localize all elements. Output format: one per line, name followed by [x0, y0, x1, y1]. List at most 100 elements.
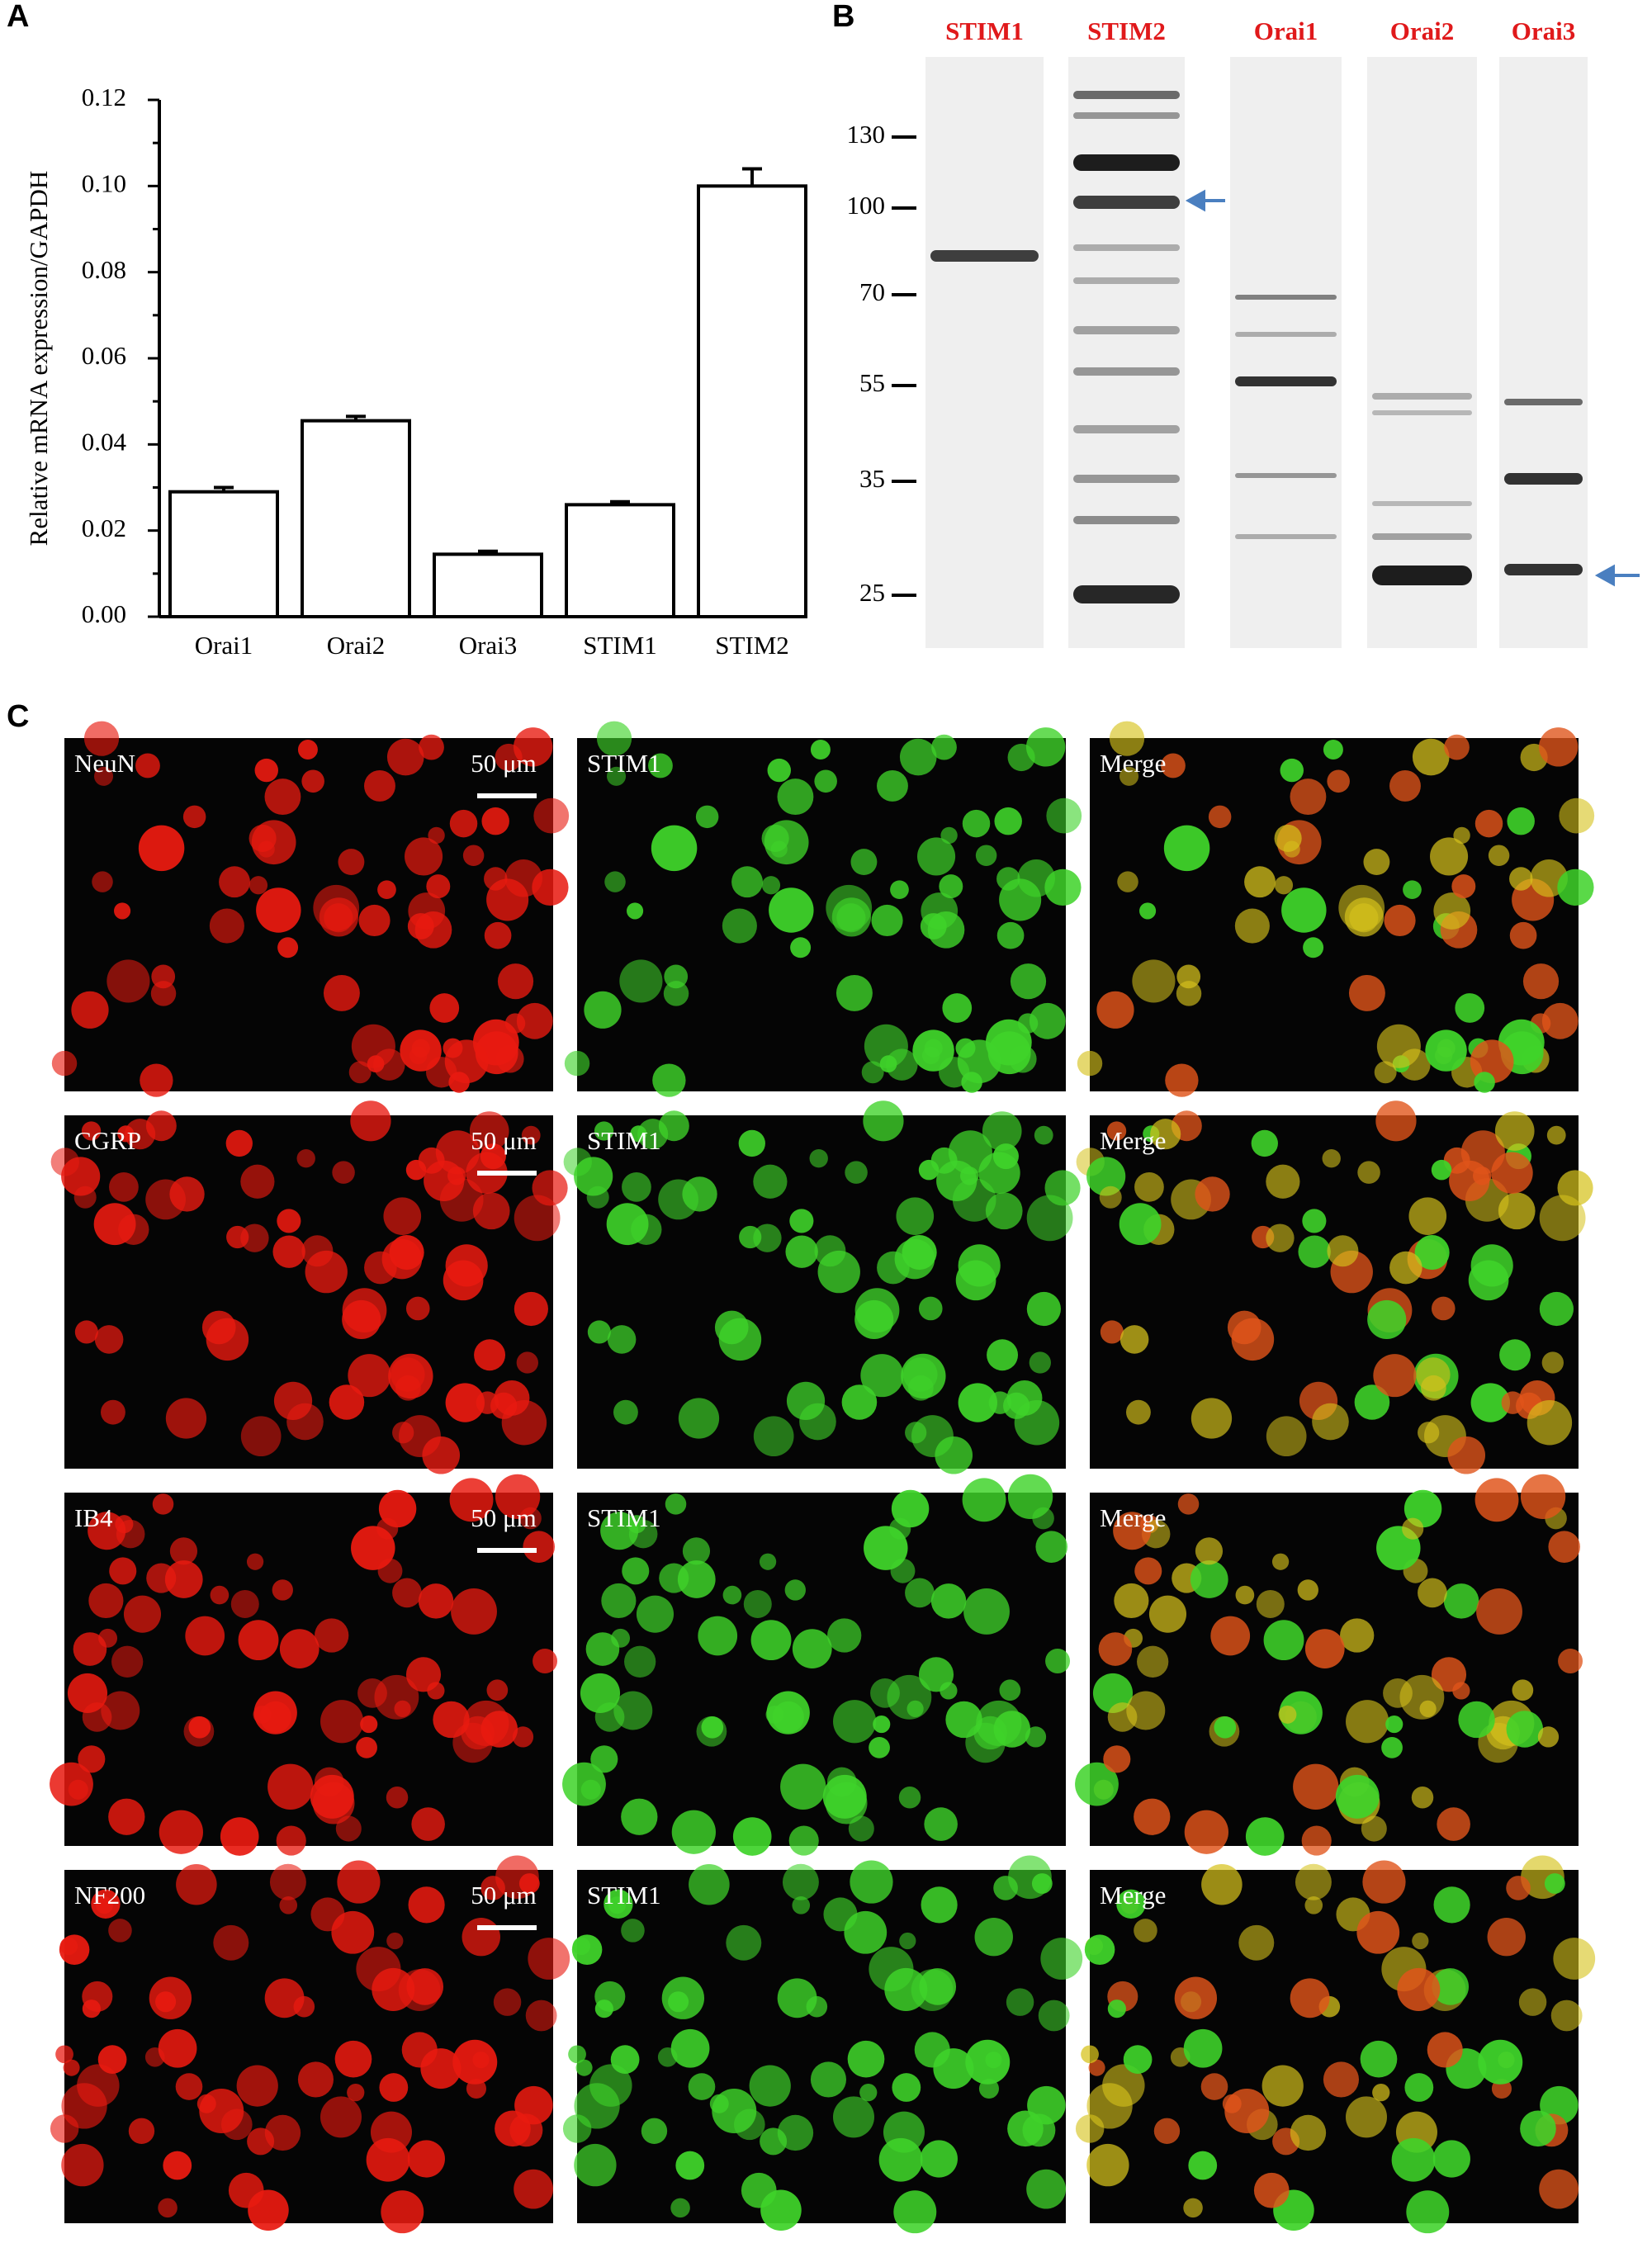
cell — [1406, 2190, 1450, 2234]
cell — [1455, 993, 1485, 1023]
cell — [1501, 1391, 1525, 1414]
cell — [670, 2198, 690, 2218]
cell — [533, 797, 570, 834]
cell — [1376, 1024, 1421, 1068]
cell — [230, 1589, 259, 1618]
cell — [621, 1919, 645, 1943]
y-tick-label: 0.00 — [82, 599, 126, 628]
cell — [1084, 1934, 1115, 1965]
cell — [1031, 1873, 1053, 1894]
cell — [188, 1716, 211, 1739]
cell — [833, 1700, 877, 1744]
cell — [1538, 727, 1579, 767]
cell — [88, 1512, 126, 1550]
cell — [1007, 1474, 1053, 1520]
cell — [827, 1618, 862, 1653]
cell — [1035, 1531, 1067, 1563]
cell — [792, 1629, 832, 1668]
cell — [225, 1129, 253, 1157]
cell — [1357, 1161, 1380, 1184]
cell — [1290, 1978, 1330, 2018]
cell — [665, 1493, 687, 1515]
cell — [978, 1152, 1020, 1194]
cell — [678, 1398, 720, 1439]
cell — [74, 1320, 98, 1344]
cell — [770, 840, 788, 858]
cell — [277, 1209, 301, 1233]
cell — [310, 1774, 354, 1819]
cell — [1256, 1589, 1285, 1618]
cell — [661, 1976, 705, 2019]
cell — [532, 868, 569, 906]
cell — [753, 1223, 782, 1252]
cell — [82, 1702, 112, 1732]
cell — [276, 1825, 306, 1856]
cell — [347, 2084, 365, 2102]
cell — [386, 1932, 404, 1950]
cell — [780, 1763, 826, 1810]
cell — [610, 2045, 640, 2074]
cell — [1385, 1715, 1403, 1734]
cells — [562, 1474, 1071, 1856]
cell — [1541, 1002, 1579, 1039]
cell — [1550, 2000, 1583, 2032]
cells — [1077, 721, 1595, 1097]
cell — [587, 1320, 611, 1344]
cell — [859, 2084, 878, 2102]
band — [1073, 585, 1180, 603]
cell — [1026, 1195, 1073, 1242]
band — [1073, 475, 1180, 483]
cell — [1123, 2045, 1153, 2074]
cell — [108, 1919, 132, 1943]
cell — [1404, 2073, 1434, 2102]
cell — [1449, 1160, 1490, 1202]
cell — [338, 849, 365, 876]
cell — [1509, 867, 1533, 891]
cell — [1183, 2028, 1223, 2068]
cell — [296, 1148, 315, 1168]
cell — [1274, 876, 1294, 895]
cell — [323, 974, 360, 1011]
cell — [1006, 1988, 1034, 2016]
cell — [574, 1157, 613, 1196]
cell — [1520, 2110, 1556, 2147]
cell — [182, 805, 206, 829]
cell — [1184, 1810, 1228, 1854]
y-tick-label: 0.08 — [82, 255, 126, 284]
cell — [584, 991, 622, 1029]
cell — [258, 840, 275, 858]
cell — [663, 981, 689, 1006]
cell — [272, 1579, 293, 1601]
cell — [449, 809, 478, 838]
cell — [1086, 1157, 1126, 1196]
cell — [152, 1493, 174, 1515]
cell — [889, 1517, 911, 1540]
cell — [125, 1119, 156, 1150]
cell — [731, 866, 763, 898]
cell — [462, 1917, 500, 1957]
cell — [164, 1560, 203, 1598]
cell — [749, 2065, 791, 2107]
cell — [1201, 1864, 1243, 1905]
cell — [920, 2140, 958, 2178]
cell — [386, 738, 424, 776]
cell — [940, 1682, 958, 1700]
cell — [864, 1024, 908, 1068]
cell — [1190, 1560, 1228, 1598]
cell — [1266, 1223, 1295, 1252]
cell — [873, 1715, 891, 1734]
cell — [348, 1354, 391, 1398]
cell — [1026, 1291, 1061, 1327]
cell — [267, 1763, 314, 1810]
cell — [863, 1100, 904, 1142]
cell — [1452, 1682, 1470, 1700]
cell — [114, 902, 131, 920]
cell — [135, 753, 160, 779]
cell — [356, 1736, 377, 1758]
cell — [732, 1817, 772, 1856]
cell — [790, 937, 812, 958]
cell — [512, 1726, 534, 1748]
cell — [788, 1825, 819, 1856]
cell — [1075, 1762, 1119, 1806]
cell — [93, 766, 114, 786]
